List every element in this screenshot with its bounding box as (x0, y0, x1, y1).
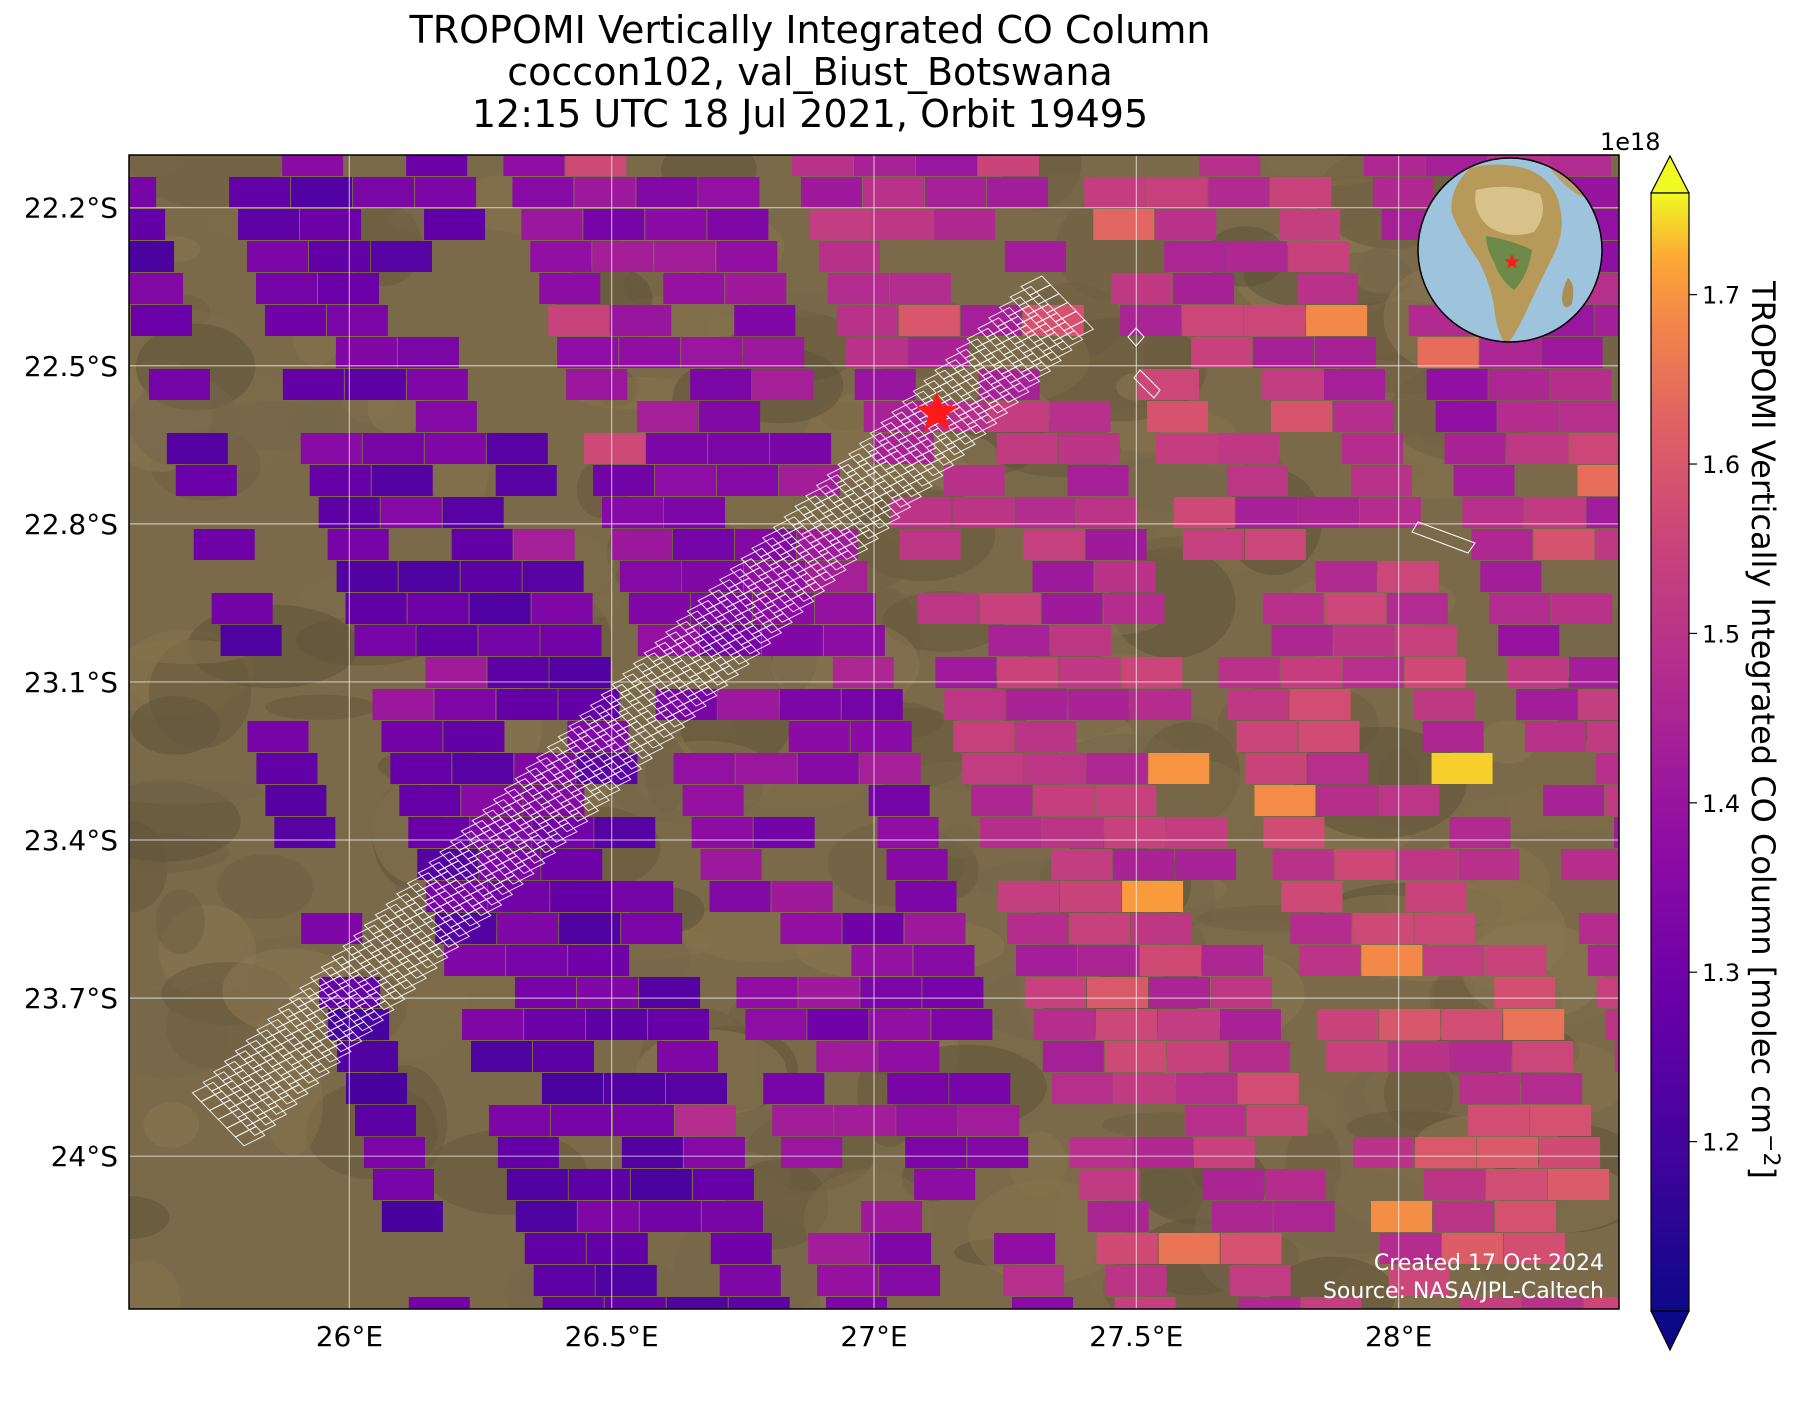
map-frame (128, 154, 1620, 1310)
title-line-1: TROPOMI Vertically Integrated CO Column (409, 8, 1211, 52)
site-star-icon (916, 391, 958, 431)
colorbar-offset: 1e18 (1600, 128, 1661, 156)
globe-site-star-icon (1504, 254, 1520, 269)
lat-tick-label: 22.5°S (24, 350, 118, 383)
colorbar-tick-label: 1.3 (1702, 959, 1740, 987)
longitude-ticks: 26°E 26.5°E 27°E 27.5°E 28°E (316, 1320, 1433, 1353)
colorbar-tick-label: 1.4 (1702, 790, 1740, 818)
colorbar-tick-label: 1.2 (1702, 1129, 1740, 1157)
colorbar-tick-label: 1.5 (1702, 620, 1740, 648)
lon-tick-label: 27°E (840, 1320, 907, 1353)
colorbar-label: TROPOMI Vertically Integrated CO Column … (1744, 280, 1784, 1179)
colorbar-tick-label: 1.6 (1702, 451, 1740, 479)
lon-tick-label: 26.5°E (565, 1320, 659, 1353)
colorbar-extend-min (1650, 1310, 1690, 1352)
latitude-ticks: 22.2°S 22.5°S 22.8°S 23.1°S 23.4°S 23.7°S 24°S (24, 192, 118, 1173)
colorbar-ticks: 1.2 1.3 1.4 1.5 1.6 1.7 (1689, 282, 1740, 1157)
lat-tick-label: 23.4°S (24, 824, 118, 857)
lat-tick-label: 22.8°S (24, 508, 118, 541)
lat-tick-label: 22.2°S (24, 192, 118, 225)
lon-tick-label: 26°E (316, 1320, 383, 1353)
globe-inset (1417, 157, 1603, 343)
lon-tick-label: 28°E (1365, 1320, 1432, 1353)
lat-tick-label: 23.7°S (24, 982, 118, 1015)
site-marker-star (916, 391, 958, 431)
map-area: Created 17 Oct 2024 Source: NASA/JPL-Cal… (129, 155, 1619, 1309)
lat-tick-label: 23.1°S (24, 666, 118, 699)
footprint-outlines (191, 275, 1476, 1147)
co-column-heatmap (129, 155, 1619, 1309)
colorbar-gradient (1651, 193, 1689, 1311)
title-line-2: coccon102, val_Biust_Botswana (507, 50, 1113, 94)
gridlines (129, 155, 1619, 1309)
credit-source: Source: NASA/JPL-Caltech (1323, 1279, 1604, 1304)
lon-tick-label: 27.5°E (1089, 1320, 1183, 1353)
colorbar: 1.2 1.3 1.4 1.5 1.6 1.7 1e18 TROPOMI Vertical… (1600, 128, 1784, 1352)
title-line-3: 12:15 UTC 18 Jul 2021, Orbit 19495 (471, 92, 1149, 136)
madagascar-shape (1562, 278, 1574, 308)
credit-created: Created 17 Oct 2024 (1374, 1251, 1604, 1276)
colorbar-extend-max (1650, 154, 1690, 194)
lat-tick-label: 24°S (51, 1140, 118, 1173)
colorbar-tick-label: 1.7 (1702, 282, 1740, 310)
